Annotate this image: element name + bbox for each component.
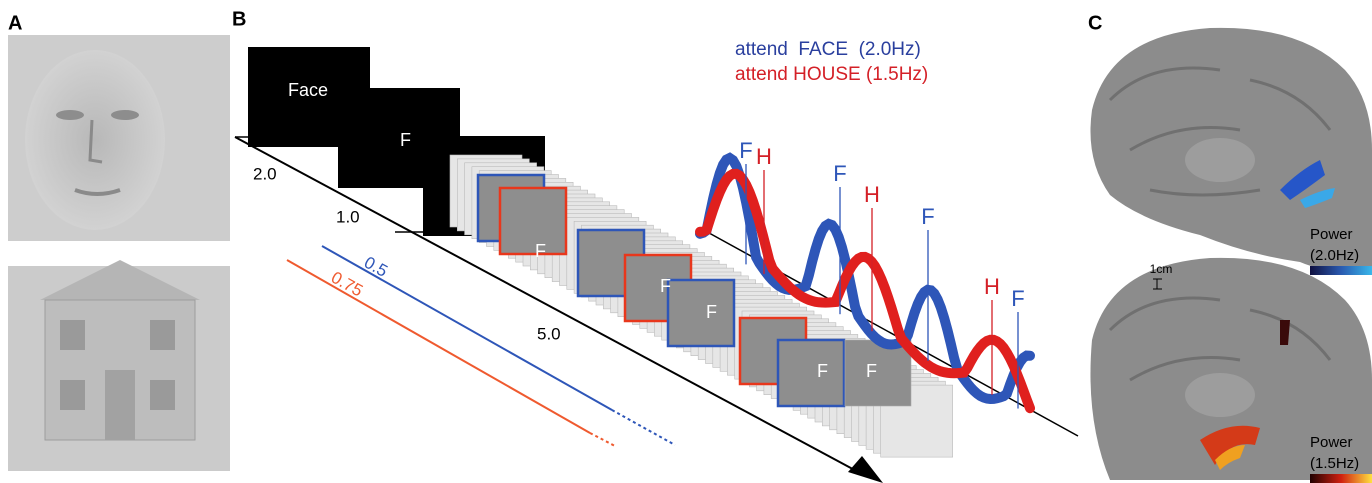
cue-label: F bbox=[400, 130, 411, 150]
peak-label: H bbox=[756, 144, 772, 169]
figure: A B Face F FFFFFF FHFHFHF 2.0 1.0 5.0 0.… bbox=[0, 0, 1372, 483]
colorbar-title: Power bbox=[1310, 434, 1353, 451]
cue-label: Face bbox=[288, 80, 328, 100]
time-label: 1.0 bbox=[336, 207, 360, 226]
colorbar-unit: (2.0Hz) bbox=[1310, 247, 1359, 264]
panel-label: A bbox=[8, 12, 22, 34]
time-label: 2.0 bbox=[253, 164, 277, 183]
rate-label: 0.75 bbox=[328, 268, 366, 301]
colorbar bbox=[1310, 474, 1372, 483]
scale-label: 1cm bbox=[1150, 262, 1173, 276]
panel-label: C bbox=[1088, 12, 1102, 34]
peak-label: H bbox=[864, 182, 880, 207]
panel-label: B bbox=[232, 8, 246, 30]
peak-label: F bbox=[921, 204, 934, 229]
peak-label: H bbox=[984, 274, 1000, 299]
peak-label: F bbox=[833, 161, 846, 186]
colorbar-title: Power bbox=[1310, 226, 1353, 243]
rate-line bbox=[590, 433, 615, 446]
stimulus-label: F bbox=[706, 302, 717, 322]
time-label: 5.0 bbox=[537, 324, 561, 343]
stimulus-key-frame bbox=[778, 340, 844, 406]
peak-label: F bbox=[1011, 286, 1024, 311]
face-image bbox=[8, 35, 230, 241]
stimulus-label: F bbox=[866, 361, 877, 381]
legend-entry: attend HOUSE (1.5Hz) bbox=[735, 64, 928, 85]
stimulus-label: F bbox=[535, 241, 546, 261]
stimulus-label: F bbox=[817, 361, 828, 381]
stimulus-key-frame bbox=[845, 340, 911, 406]
rate-label: 0.5 bbox=[361, 253, 391, 281]
house-image bbox=[8, 260, 230, 471]
stimulus-key-frame bbox=[668, 280, 734, 346]
legend-entry: attend FACE (2.0Hz) bbox=[735, 39, 921, 60]
colorbar-unit: (1.5Hz) bbox=[1310, 455, 1359, 472]
colorbar bbox=[1310, 266, 1372, 275]
peak-label: F bbox=[739, 138, 752, 163]
rate-line bbox=[612, 410, 675, 445]
stimulus-key-frame bbox=[500, 188, 566, 254]
